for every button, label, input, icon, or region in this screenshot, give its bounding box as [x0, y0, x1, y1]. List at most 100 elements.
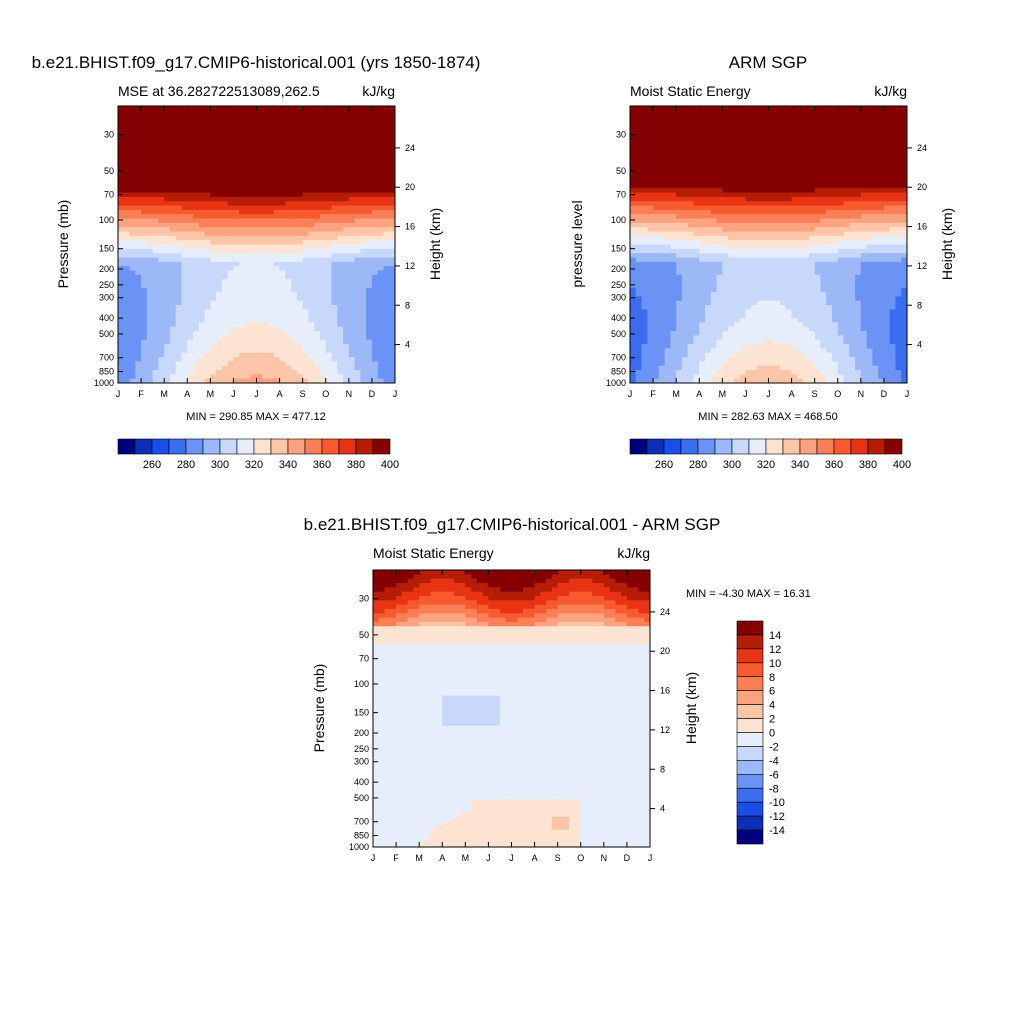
contour-cell	[152, 118, 159, 124]
contour-cell	[331, 201, 338, 207]
contour-cell	[233, 179, 240, 185]
contour-cell	[855, 149, 862, 155]
contour-cell	[774, 227, 781, 233]
contour-cell	[820, 114, 827, 120]
contour-cell	[389, 279, 395, 285]
contour-cell	[849, 244, 856, 250]
contour-cell	[866, 244, 873, 250]
contour-cell	[227, 205, 235, 211]
contour-cell	[676, 188, 683, 194]
contour-cell	[762, 205, 770, 211]
contour-cell	[670, 227, 677, 233]
contour-cell	[175, 348, 183, 354]
contour-cell	[181, 253, 188, 259]
contour-cell	[285, 114, 292, 120]
contour-cell	[377, 313, 385, 319]
contour-cell	[791, 179, 798, 185]
contour-cell	[354, 378, 361, 383]
contour-cell	[221, 166, 229, 172]
contour-cell	[175, 322, 183, 328]
contour-cell	[193, 127, 200, 133]
contour-cell	[377, 370, 385, 375]
contour-cell	[889, 214, 897, 220]
contour-cell	[279, 175, 286, 181]
colorbar-box	[236, 438, 255, 455]
contour-cell	[745, 266, 752, 272]
contour-cell	[872, 192, 879, 198]
contour-cell	[285, 261, 292, 267]
contour-cell	[227, 162, 235, 168]
contour-cell	[198, 205, 206, 211]
contour-cell	[647, 253, 654, 259]
contour-cell	[337, 231, 344, 237]
contour-cell	[716, 170, 723, 176]
contour-cell	[814, 188, 822, 194]
y-tick-label: 500	[99, 329, 114, 339]
contour-cell	[739, 248, 747, 254]
contour-cell	[123, 344, 131, 349]
contour-cell	[360, 162, 367, 168]
contour-cell	[710, 140, 718, 146]
contour-cell	[193, 313, 200, 319]
contour-cell	[343, 136, 350, 142]
contour-cell	[123, 175, 131, 181]
contour-cell	[250, 257, 258, 263]
contour-cell	[187, 248, 194, 254]
contour-cell	[728, 166, 735, 172]
contour-cell	[319, 361, 327, 367]
contour-cell	[889, 170, 897, 176]
contour-cell	[687, 209, 695, 215]
contour-cell	[860, 123, 868, 129]
contour-cell	[204, 183, 211, 189]
contour-cell	[262, 370, 269, 375]
contour-cell	[780, 118, 787, 124]
contour-cell	[348, 166, 356, 172]
contour-cell	[325, 157, 333, 163]
contour-cell	[383, 335, 390, 341]
contour-cell	[181, 231, 188, 237]
contour-cell	[129, 266, 136, 272]
contour-cell	[360, 257, 367, 263]
contour-cell	[728, 235, 735, 241]
contour-cell	[296, 123, 304, 129]
contour-cell	[141, 110, 148, 116]
contour-cell	[360, 270, 367, 276]
panel-units-label: kJ/kg	[874, 83, 907, 99]
contour-cell	[227, 196, 235, 202]
contour-cell	[198, 374, 206, 380]
contour-cell	[728, 205, 735, 211]
contour-cell	[878, 140, 885, 146]
contour-cell	[843, 222, 850, 228]
contour-cell	[123, 331, 131, 336]
contour-cell	[314, 175, 321, 181]
contour-cell	[239, 339, 246, 345]
contour-cell	[314, 127, 321, 133]
contour-cell	[872, 209, 879, 215]
contour-cell	[699, 196, 706, 202]
contour-cell	[250, 149, 258, 155]
contour-cell	[664, 201, 671, 207]
contour-cell	[681, 244, 689, 250]
contour-cell	[377, 318, 385, 324]
contour-cell	[319, 287, 327, 293]
contour-cell	[803, 162, 810, 168]
contour-cell	[641, 166, 648, 172]
contour-cell	[348, 214, 356, 220]
contour-cell	[371, 279, 379, 285]
contour-cell	[273, 370, 281, 375]
contour-cell	[141, 227, 148, 233]
contour-cell	[826, 149, 833, 155]
contour-cell	[676, 179, 683, 185]
contour-cell	[371, 149, 379, 155]
contour-cell	[141, 201, 148, 207]
contour-cell	[653, 127, 660, 133]
contour-cell	[849, 123, 856, 129]
contour-cell	[808, 248, 816, 254]
contour-cell	[296, 292, 304, 298]
contour-cell	[831, 110, 839, 116]
contour-cell	[233, 205, 240, 211]
contour-cell	[901, 235, 907, 241]
contour-cell	[193, 266, 200, 272]
contour-cell	[273, 296, 281, 302]
contour-cell	[791, 244, 798, 250]
